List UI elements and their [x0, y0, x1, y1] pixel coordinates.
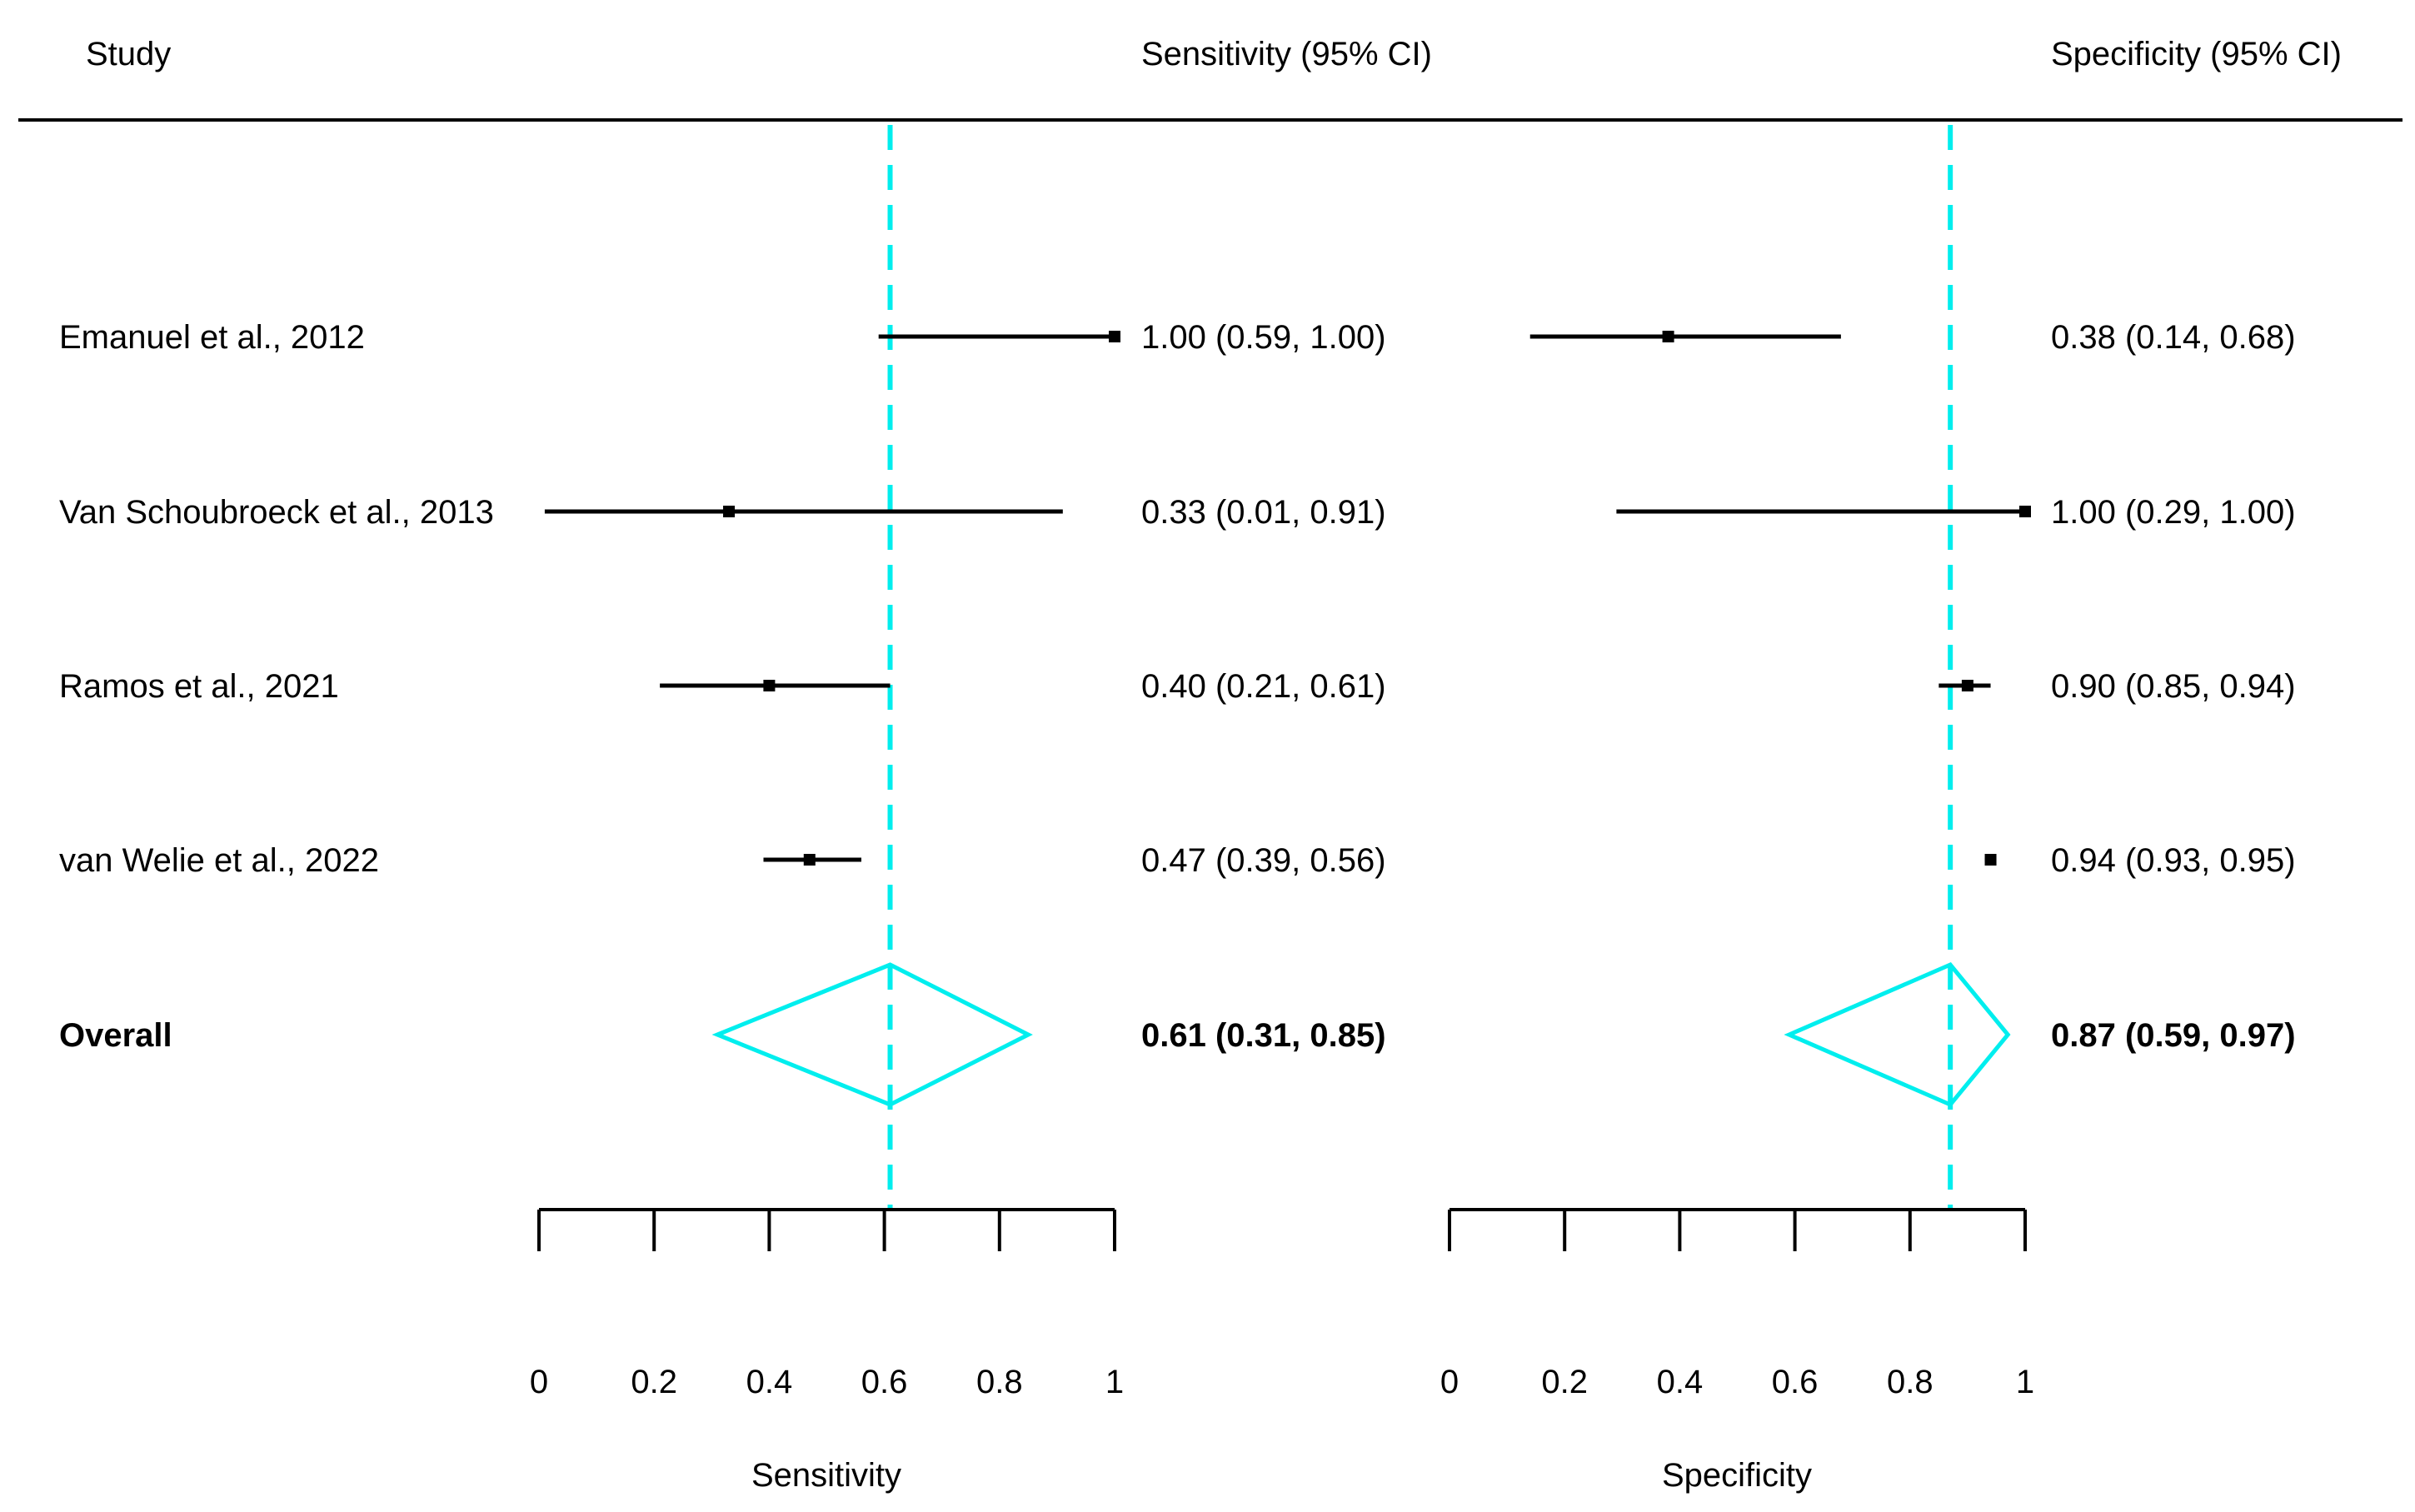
header-sensitivity: Sensitivity (95% CI)	[1141, 36, 1432, 72]
sensitivity-estimate-label: 0.40 (0.21, 0.61)	[1141, 668, 1386, 705]
specificity-estimate-label: 0.38 (0.14, 0.68)	[2051, 319, 2296, 356]
sensitivity-point-estimate	[763, 680, 776, 691]
specificity-overall-diamond	[1784, 961, 2011, 1108]
sensitivity-tick-label: 1	[1105, 1364, 1124, 1400]
sensitivity-estimate-label: 1.00 (0.59, 1.00)	[1141, 319, 1386, 356]
axis-title-specificity: Specificity	[1662, 1457, 1812, 1494]
specificity-tick-label: 0.8	[1887, 1364, 1933, 1400]
specificity-point-estimate	[1984, 854, 1997, 866]
sensitivity-overall-label: 0.61 (0.31, 0.85)	[1141, 1017, 1386, 1054]
sensitivity-tick-label: 0.2	[631, 1364, 677, 1400]
sensitivity-tick-label: 0.4	[746, 1364, 793, 1400]
overall-name: Overall	[59, 1017, 172, 1054]
specificity-point-estimate	[1662, 331, 1674, 342]
specificity-estimate-label: 1.00 (0.29, 1.00)	[2051, 494, 2296, 531]
axis-title-sensitivity: Sensitivity	[751, 1457, 901, 1494]
plot-layer: 0 0.2 0.4 0.6 0.8 1 1.00 (0.59, 1.00) 0.33 (0.0…	[59, 125, 2296, 1400]
study-name: Emanuel et al., 2012	[59, 319, 365, 356]
specificity-tick-label: 0	[1440, 1364, 1459, 1400]
specificity-tick-label: 0.2	[1541, 1364, 1588, 1400]
specificity-point-estimate	[2019, 506, 2031, 517]
sensitivity-overall-diamond	[711, 962, 1033, 1107]
specificity-point-estimate	[1961, 680, 1973, 691]
study-name: van Welie et al., 2022	[59, 842, 379, 879]
sensitivity-tick-label: 0.6	[861, 1364, 908, 1400]
specificity-estimate-label: 0.90 (0.85, 0.94)	[2051, 668, 2296, 705]
sensitivity-estimate-label: 0.47 (0.39, 0.56)	[1141, 842, 1386, 879]
study-name: Ramos et al., 2021	[59, 668, 339, 705]
header-specificity: Specificity (95% CI)	[2051, 36, 2342, 72]
specificity-tick-label: 0.4	[1657, 1364, 1704, 1400]
specificity-overall-label: 0.87 (0.59, 0.97)	[2051, 1017, 2296, 1054]
specificity-tick-label: 1	[2016, 1364, 2034, 1400]
sensitivity-tick-label: 0	[530, 1364, 548, 1400]
sensitivity-tick-label: 0.8	[976, 1364, 1023, 1400]
sensitivity-estimate-label: 0.33 (0.01, 0.91)	[1141, 494, 1386, 531]
sensitivity-point-estimate	[803, 854, 816, 866]
sensitivity-point-estimate	[1109, 331, 1120, 342]
specificity-estimate-label: 0.94 (0.93, 0.95)	[2051, 842, 2296, 879]
study-name: Van Schoubroeck et al., 2013	[59, 494, 494, 531]
specificity-tick-label: 0.6	[1772, 1364, 1819, 1400]
header-study: Study	[86, 36, 171, 72]
sensitivity-point-estimate	[723, 506, 736, 517]
